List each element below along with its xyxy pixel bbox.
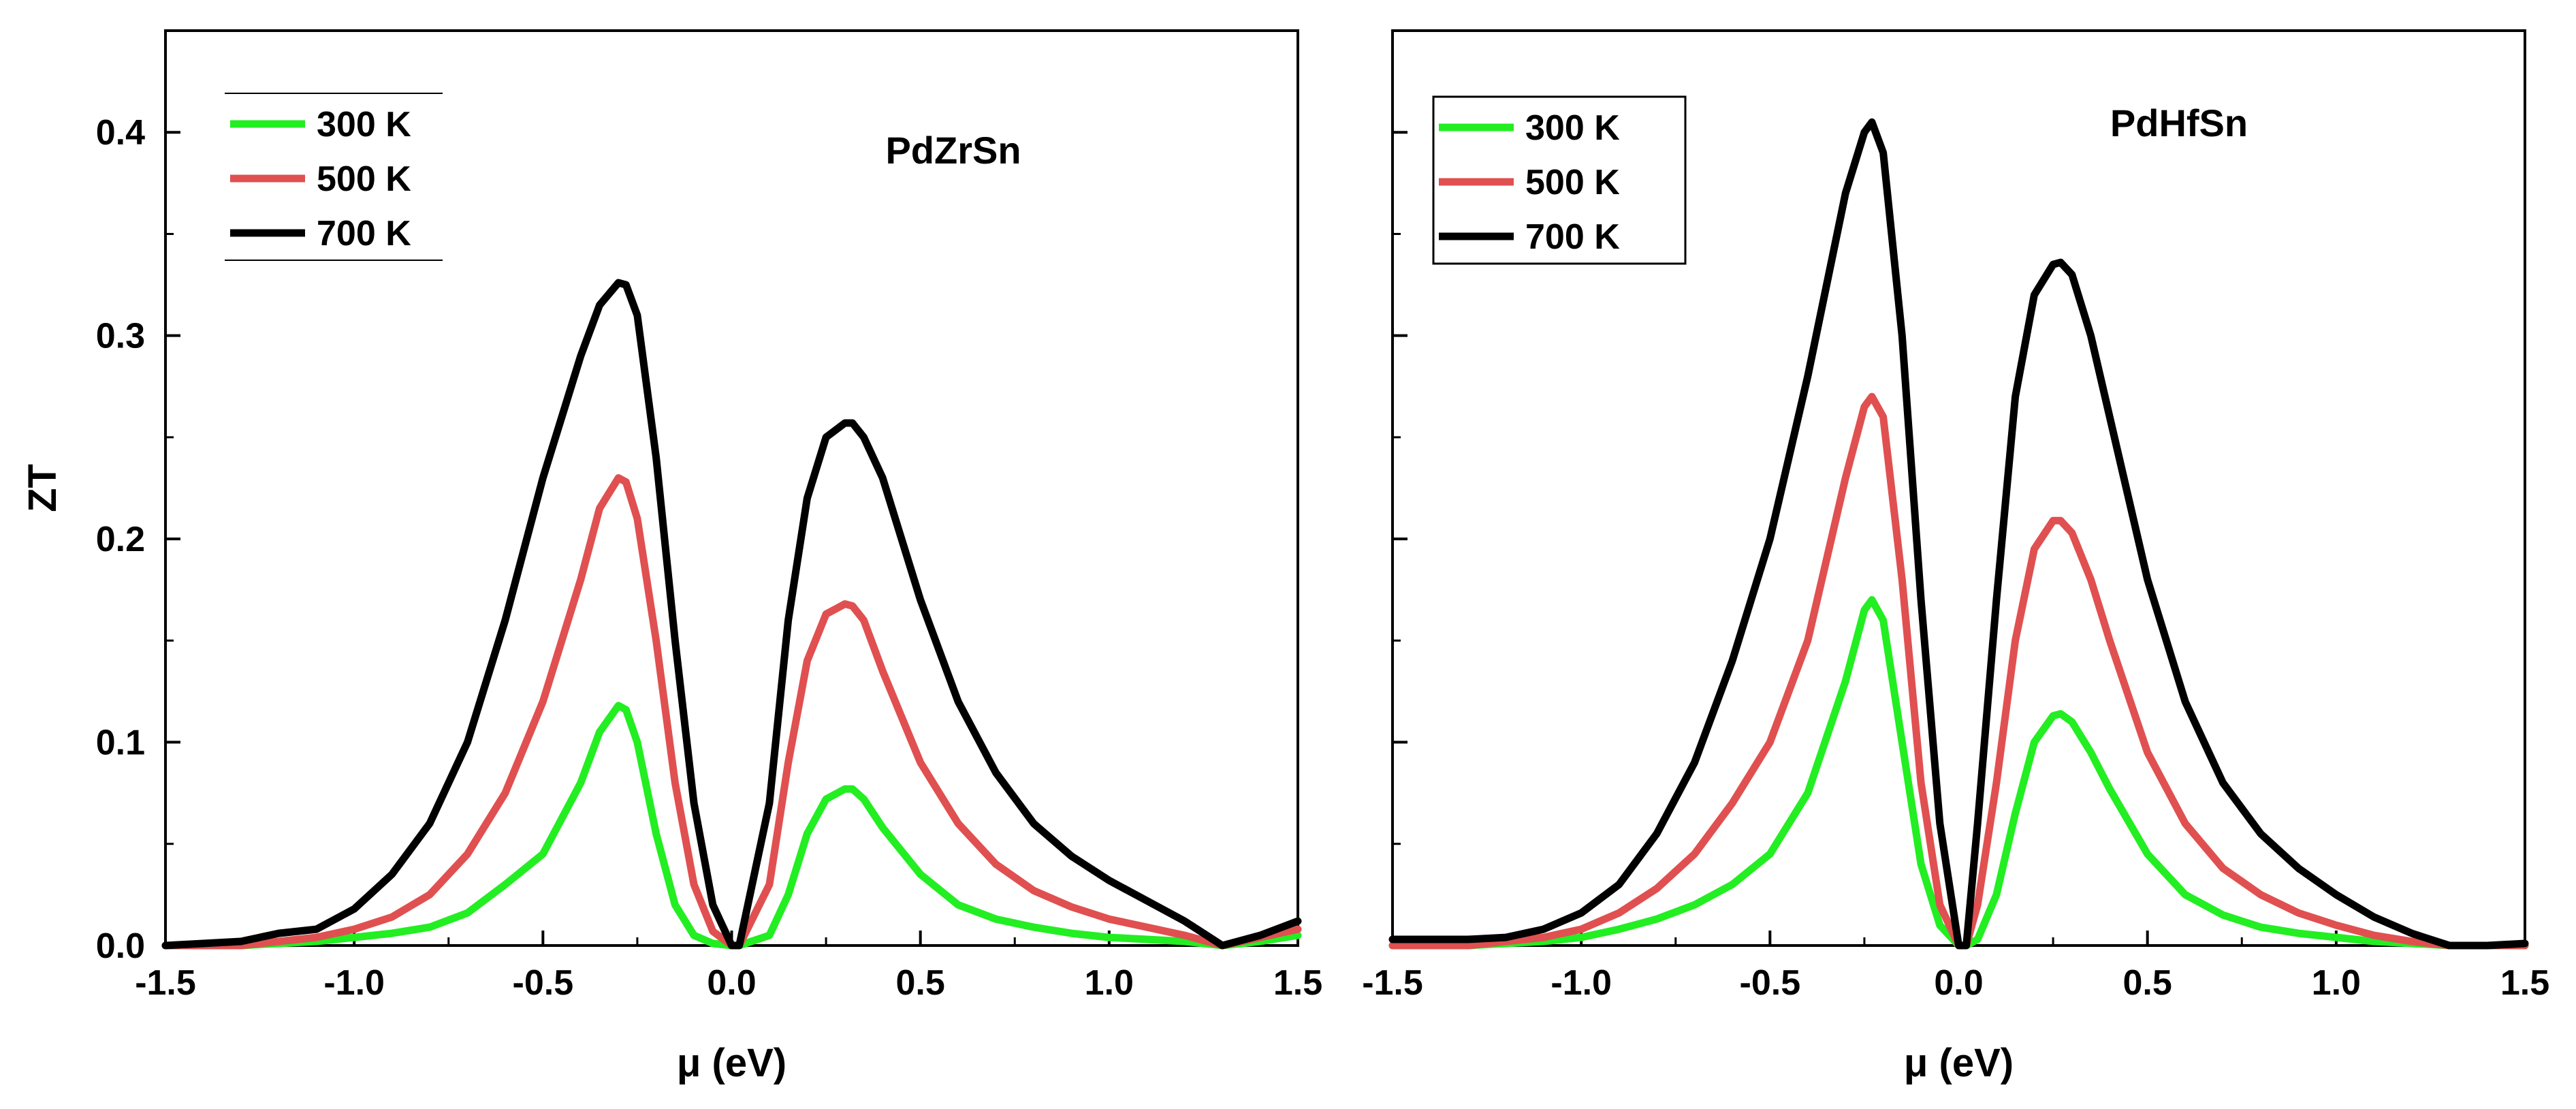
series-line-300k — [1388, 596, 2529, 950]
x-tick-label: -1.0 — [1551, 963, 1612, 1003]
y-tick-label: 0.1 — [96, 723, 145, 763]
series-line-300k — [161, 702, 1302, 950]
legend: 300 K 500 K 700 K — [225, 93, 443, 261]
x-tick-label: 1.0 — [1085, 963, 1134, 1003]
series-line-700k — [1388, 118, 2529, 950]
x-tick-label: 0.5 — [2123, 963, 2172, 1003]
x-tick-label: 1.0 — [2312, 963, 2361, 1003]
x-axis-label: μ (eV) — [677, 1041, 786, 1085]
x-tick-label: 0.0 — [707, 963, 756, 1003]
chart-title: PdHfSn — [2110, 101, 2248, 144]
x-tick-label: 1.5 — [1273, 963, 1322, 1003]
y-tick-label: 0.3 — [96, 317, 145, 356]
series-line-500k — [1388, 392, 2529, 950]
legend-label: 500 K — [317, 159, 411, 199]
x-tick-label: -1.5 — [1362, 963, 1423, 1003]
y-tick-label: 0.4 — [96, 113, 145, 153]
series-line-500k — [161, 474, 1302, 950]
legend-label: 700 K — [317, 214, 411, 253]
x-tick-label: 0.0 — [1934, 963, 1983, 1003]
x-tick-label: -0.5 — [513, 963, 574, 1003]
x-tick-label: 1.5 — [2500, 963, 2549, 1003]
y-axis-label: ZT — [20, 464, 65, 512]
y-tick-label: 0.2 — [96, 520, 145, 559]
y-tick-label: 0.0 — [96, 926, 145, 966]
legend-label: 500 K — [1525, 163, 1620, 202]
legend-label: 700 K — [1525, 217, 1620, 257]
chart-panel-2: -1.5 -1.0 -0.5 0.0 0.5 1.0 1.5 μ (eV) 300 K 500 K… — [1362, 29, 2549, 1085]
legend-label: 300 K — [317, 105, 411, 144]
chart-panel-1: -1.5 -1.0 -0.5 0.0 0.5 1.0 1.5 0.0 0.1 0.2 0.3 0.4 μ… — [20, 29, 1322, 1085]
x-tick-label: -1.5 — [135, 963, 196, 1003]
chart-title: PdZrSn — [885, 129, 1021, 172]
series-line-700k — [161, 279, 1302, 950]
legend: 300 K 500 K 700 K — [1432, 95, 1687, 265]
x-tick-label: -0.5 — [1740, 963, 1801, 1003]
x-tick-label: -1.0 — [323, 963, 385, 1003]
x-tick-label: 0.5 — [896, 963, 945, 1003]
legend-label: 300 K — [1525, 108, 1620, 148]
x-axis-label: μ (eV) — [1904, 1041, 2014, 1085]
